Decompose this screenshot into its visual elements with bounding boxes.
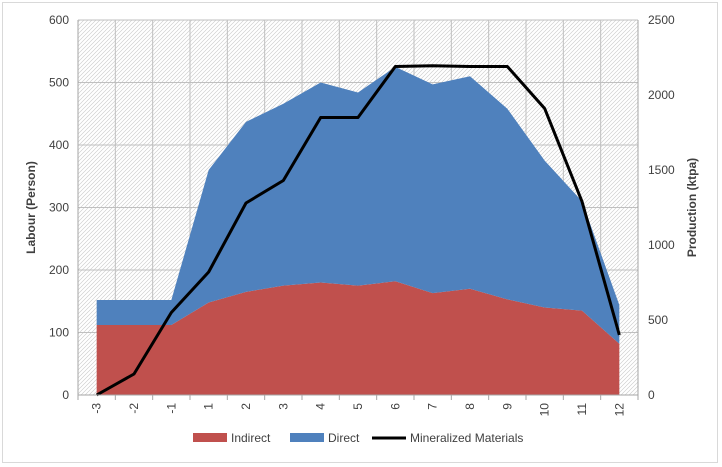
y-tick-label: 100 — [49, 326, 69, 340]
y2-tick-label: 500 — [648, 313, 668, 327]
line-series — [95, 64, 621, 397]
x-tick-label: 11 — [575, 403, 589, 416]
x-tick-label: 4 — [314, 403, 328, 410]
area-direct — [96, 66, 620, 344]
x-tick-label: 6 — [388, 403, 402, 410]
y-tick-label: 200 — [49, 263, 69, 277]
x-tick-label: 12 — [612, 403, 626, 417]
legend-swatch-indirect — [193, 433, 227, 442]
x-tick-label: 9 — [500, 403, 514, 410]
legend-swatch-direct — [290, 433, 324, 442]
x-tick-label: -3 — [90, 403, 104, 414]
y2-tick-label: 2000 — [648, 88, 675, 102]
legend-label-direct: Direct — [328, 431, 360, 445]
legend-label-indirect: Indirect — [231, 431, 271, 445]
x-tick-label: 7 — [426, 403, 440, 410]
x-tick-label: -2 — [127, 403, 141, 414]
area-series — [96, 66, 620, 395]
y-axis-title: Labour (Person) — [24, 161, 38, 254]
y-tick-label: 0 — [62, 388, 69, 402]
x-tick-label: 3 — [276, 403, 290, 410]
legend-label-mineralized-materials: Mineralized Materials — [410, 431, 523, 445]
x-tick-label: 2 — [239, 403, 253, 410]
x-tick-label: 1 — [202, 403, 216, 410]
legend: Indirect Direct Mineralized Materials — [193, 431, 523, 445]
x-tick-label: 10 — [538, 403, 552, 417]
area-indirect — [96, 281, 620, 395]
axes: 0 100 200 300 400 500 600 0 500 1000 1500 2000 2500 -… — [49, 13, 675, 416]
x-tick-label: 5 — [351, 403, 365, 410]
x-tick-label: -1 — [164, 403, 178, 414]
y-tick-label: 400 — [49, 138, 69, 152]
y2-axis-title: Production (ktpa) — [685, 158, 699, 257]
y-tick-label: 600 — [49, 13, 69, 27]
y2-tick-label: 1500 — [648, 163, 675, 177]
y-tick-label: 500 — [49, 76, 69, 90]
y2-tick-label: 1000 — [648, 238, 675, 252]
x-tick-label: 8 — [463, 403, 477, 410]
y2-tick-label: 2500 — [648, 13, 675, 27]
line-mineralized-materials — [95, 64, 621, 397]
y-tick-label: 300 — [49, 201, 69, 215]
y2-tick-label: 0 — [648, 388, 655, 402]
